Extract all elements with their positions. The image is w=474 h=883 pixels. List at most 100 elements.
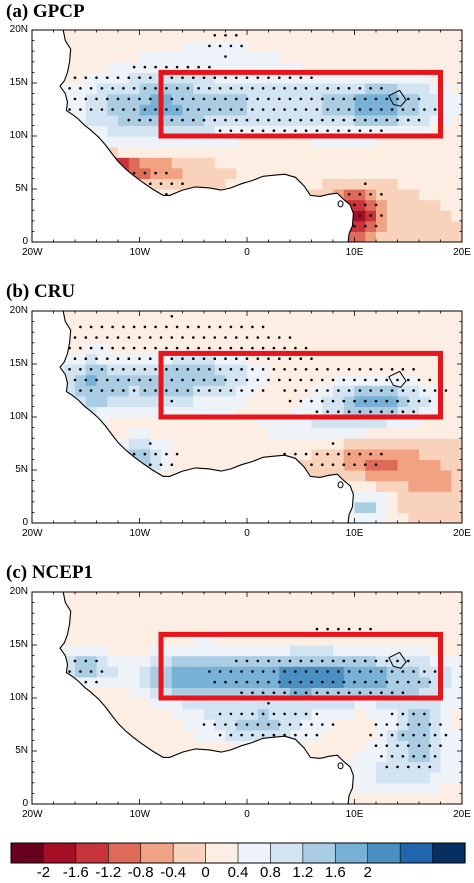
field-cell [182, 167, 194, 179]
stipple-dot [412, 733, 415, 737]
field-cell [247, 623, 259, 635]
stipple-dot [294, 368, 297, 371]
field-cell [107, 40, 119, 52]
field-cell [204, 167, 216, 179]
stipple-dot [261, 346, 265, 350]
field-cell [118, 666, 130, 678]
stipple-dot [213, 34, 217, 37]
stipple-dot [342, 378, 346, 382]
stipple-dot [299, 357, 303, 361]
field-cell [408, 491, 420, 503]
field-cell [343, 719, 356, 731]
stipple-dot [294, 733, 297, 737]
field-cell [257, 136, 270, 148]
stipple-dot [412, 755, 415, 758]
field-cell [257, 438, 270, 450]
field-cell [204, 30, 216, 42]
field-cell [440, 93, 452, 105]
field-cell [311, 157, 323, 169]
field-cell [440, 623, 452, 635]
field-cell [429, 210, 442, 222]
stipple-dot [111, 346, 114, 350]
field-cell [96, 353, 108, 365]
stipple-dot [294, 389, 297, 392]
island-outline [337, 762, 344, 770]
field-cell [128, 136, 141, 148]
stipple-dot [337, 627, 340, 631]
stipple-dot [149, 182, 152, 185]
field-cell [75, 353, 87, 365]
field-cell [257, 698, 270, 710]
field-cell [257, 146, 270, 158]
field-cell [408, 178, 420, 190]
field-cell [118, 332, 130, 344]
field-cell [408, 501, 420, 513]
colorbar-swatch [172, 842, 207, 864]
field-cell [225, 395, 237, 407]
panel-title-b: (b) CRU [6, 281, 76, 302]
field-cell [311, 592, 323, 604]
field-cell [64, 374, 76, 386]
field-cell [365, 719, 377, 731]
field-cell [365, 72, 377, 84]
stipple-dot [272, 712, 276, 716]
field-cell [408, 623, 420, 635]
field-cell [408, 136, 420, 148]
y-tick-label: 15N [9, 639, 28, 650]
stipple-dot [224, 55, 227, 58]
field-cell [290, 592, 302, 604]
field-cell [236, 427, 248, 439]
field-cell [300, 61, 313, 73]
stipple-dot [261, 712, 265, 716]
field-cell [214, 698, 227, 710]
stipple-dot [353, 659, 356, 663]
field-cell [343, 353, 356, 365]
field-cell [429, 220, 442, 232]
field-cell [300, 114, 313, 126]
field-cell [354, 311, 366, 323]
field-cell [365, 93, 377, 105]
stipple-dot [364, 182, 367, 185]
field-cell [279, 136, 291, 148]
field-cell [429, 645, 442, 657]
field-cell [354, 729, 366, 741]
field-cell [429, 761, 442, 773]
field-cell [268, 602, 280, 614]
field-cell [408, 480, 420, 492]
stipple-dot [251, 389, 254, 392]
field-cell [225, 645, 237, 657]
stipple-dot [240, 108, 243, 111]
field-cell [236, 93, 248, 105]
stipple-dot [73, 97, 77, 101]
field-cell [236, 114, 248, 126]
field-cell [257, 114, 270, 126]
stipple-dot [89, 368, 93, 371]
field-cell [440, 83, 452, 95]
stipple-dot [181, 182, 184, 185]
field-cell [161, 623, 173, 635]
stipple-dot [127, 118, 131, 122]
stipple-dot [154, 171, 157, 175]
stipple-dot [326, 129, 329, 132]
field-cell [268, 655, 280, 667]
field-cell [236, 72, 248, 84]
stipple-dot [116, 76, 120, 79]
field-cell [214, 136, 227, 148]
field-cell [64, 61, 76, 73]
field-cell [193, 311, 205, 323]
stipple-dot [299, 76, 303, 79]
field-cell [311, 72, 323, 84]
stipple-dot [347, 691, 351, 694]
stipple-dot [331, 463, 335, 467]
field-cell [171, 178, 184, 190]
stipple-dot [143, 389, 147, 392]
field-cell [311, 332, 323, 344]
field-cell [408, 61, 420, 73]
stipple-dot [170, 97, 174, 101]
field-cell [333, 719, 345, 731]
field-cell [322, 136, 334, 148]
field-cell [257, 167, 270, 179]
field-cell [429, 51, 442, 63]
field-cell [429, 157, 442, 169]
field-cell [408, 83, 420, 95]
